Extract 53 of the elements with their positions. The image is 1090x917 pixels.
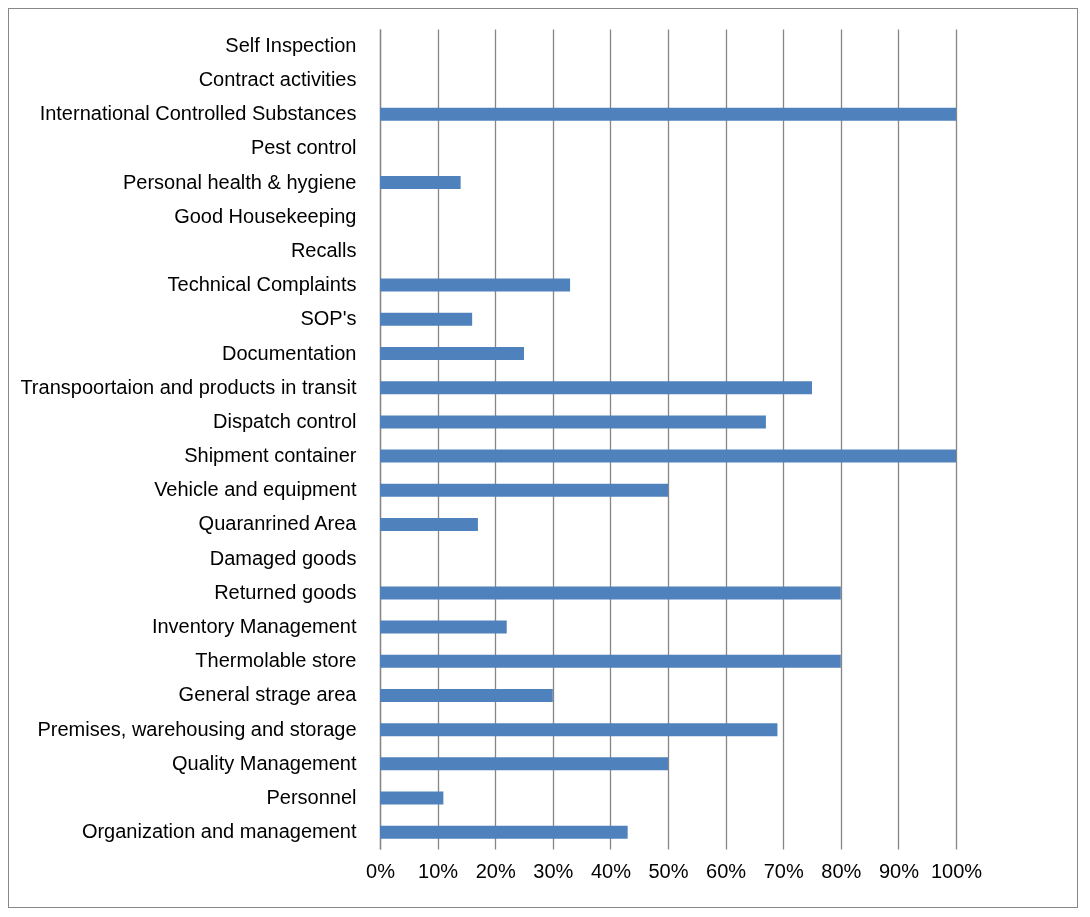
bar (380, 449, 956, 463)
y-tick-label: Self Inspection (225, 33, 357, 56)
bar (380, 278, 571, 292)
bar (380, 586, 841, 600)
y-tick-label: Dispatch control (213, 409, 357, 432)
y-tick-label: Organization and management (81, 820, 357, 843)
y-tick-label: Good Housekeeping (174, 204, 357, 227)
x-tick-label: 20% (475, 859, 516, 882)
y-tick-label: Personnel (266, 786, 357, 809)
y-tick-label: Contract activities (198, 67, 357, 90)
bar (380, 757, 668, 771)
bar (380, 347, 524, 361)
y-tick-label: Shipment container (184, 444, 357, 467)
y-tick-label: Personal health & hygiene (123, 170, 357, 193)
y-tick-label: SOP's (300, 307, 357, 330)
bar (380, 723, 778, 737)
y-tick-label: Quality Management (171, 751, 357, 774)
bar (380, 483, 668, 497)
x-tick-label: 90% (878, 859, 920, 882)
y-tick-label: Vehicle and equipment (154, 478, 357, 501)
x-tick-label: 10% (418, 859, 459, 882)
y-tick-label: Technical Complaints (167, 273, 357, 296)
y-tick-label: Thermolable store (195, 649, 357, 672)
y-tick-label: Documentation (221, 341, 357, 364)
bar (380, 654, 841, 668)
y-tick-label: Inventory Management (151, 615, 357, 638)
bar (380, 688, 553, 702)
y-tick-label: Damaged goods (209, 546, 357, 569)
y-tick-label: Transpoortaion and products in transit (20, 375, 357, 398)
bar (380, 825, 628, 839)
bar (380, 517, 478, 531)
bar (380, 107, 956, 121)
x-tick-label: 60% (706, 859, 747, 882)
bar (380, 381, 812, 395)
bar (380, 415, 766, 429)
y-tick-label: Returned goods (214, 580, 357, 603)
bar (380, 620, 507, 634)
x-tick-label: 40% (590, 859, 632, 882)
bar (380, 312, 473, 326)
y-tick-label: Recalls (290, 238, 357, 261)
y-tick-label: Premises, warehousing and storage (37, 717, 357, 740)
x-tick-label: 30% (533, 859, 574, 882)
x-tick-label: 100% (930, 859, 983, 882)
y-tick-label: Pest control (250, 136, 357, 159)
x-tick-label: 80% (821, 859, 862, 882)
y-tick-label: Quaranrined Area (198, 512, 358, 535)
x-tick-label: 0% (366, 859, 396, 882)
bar (380, 176, 461, 190)
y-tick-label: General strage area (178, 683, 358, 706)
x-tick-label: 70% (763, 859, 804, 882)
x-tick-label: 50% (648, 859, 689, 882)
y-tick-label: International Controlled Substances (39, 102, 357, 125)
bar (380, 791, 444, 805)
